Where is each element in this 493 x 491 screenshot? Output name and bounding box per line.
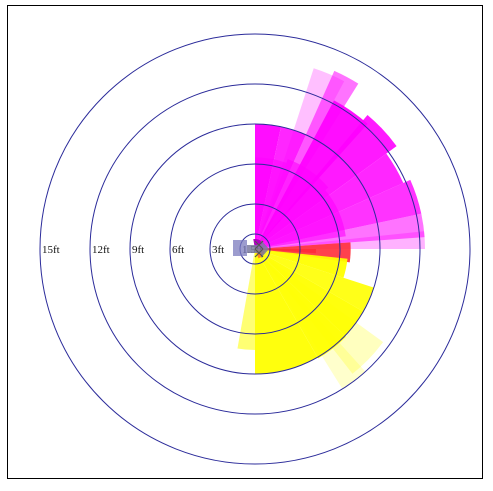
series-2 xyxy=(237,249,384,389)
wedge-2-4 xyxy=(255,249,318,374)
chart-frame: 1.5ft3ft6ft9ft12ft15ft xyxy=(7,5,483,479)
direction-arrow-icon xyxy=(247,240,269,258)
wedge-2-2 xyxy=(255,249,364,336)
series-0 xyxy=(255,68,425,250)
ring-2 xyxy=(169,163,341,335)
ring-label-4: 12ft xyxy=(92,244,110,256)
wedge-0-12 xyxy=(255,190,346,249)
ring-label-5: 15ft xyxy=(42,244,60,256)
ring-5 xyxy=(39,33,471,465)
ring-4 xyxy=(89,83,421,415)
wedge-0-11 xyxy=(255,159,329,249)
wedge-0-10 xyxy=(255,157,287,249)
wedge-2-3 xyxy=(255,249,346,359)
wedge-2-5 xyxy=(237,249,255,350)
ring-label-1: 3ft xyxy=(212,244,224,256)
wedge-2-1 xyxy=(255,249,374,312)
ring-3 xyxy=(129,123,381,375)
polar-chart: 1.5ft3ft6ft9ft12ft15ft xyxy=(39,33,471,465)
ring-1 xyxy=(209,203,301,295)
cross-lines-icon xyxy=(254,240,264,258)
sensor-box-icon xyxy=(233,240,247,256)
ring-label-3: 9ft xyxy=(132,244,144,256)
ring-label-2: 6ft xyxy=(172,244,184,256)
wedge-2-0 xyxy=(255,249,348,278)
center-marker-icon xyxy=(233,238,269,259)
